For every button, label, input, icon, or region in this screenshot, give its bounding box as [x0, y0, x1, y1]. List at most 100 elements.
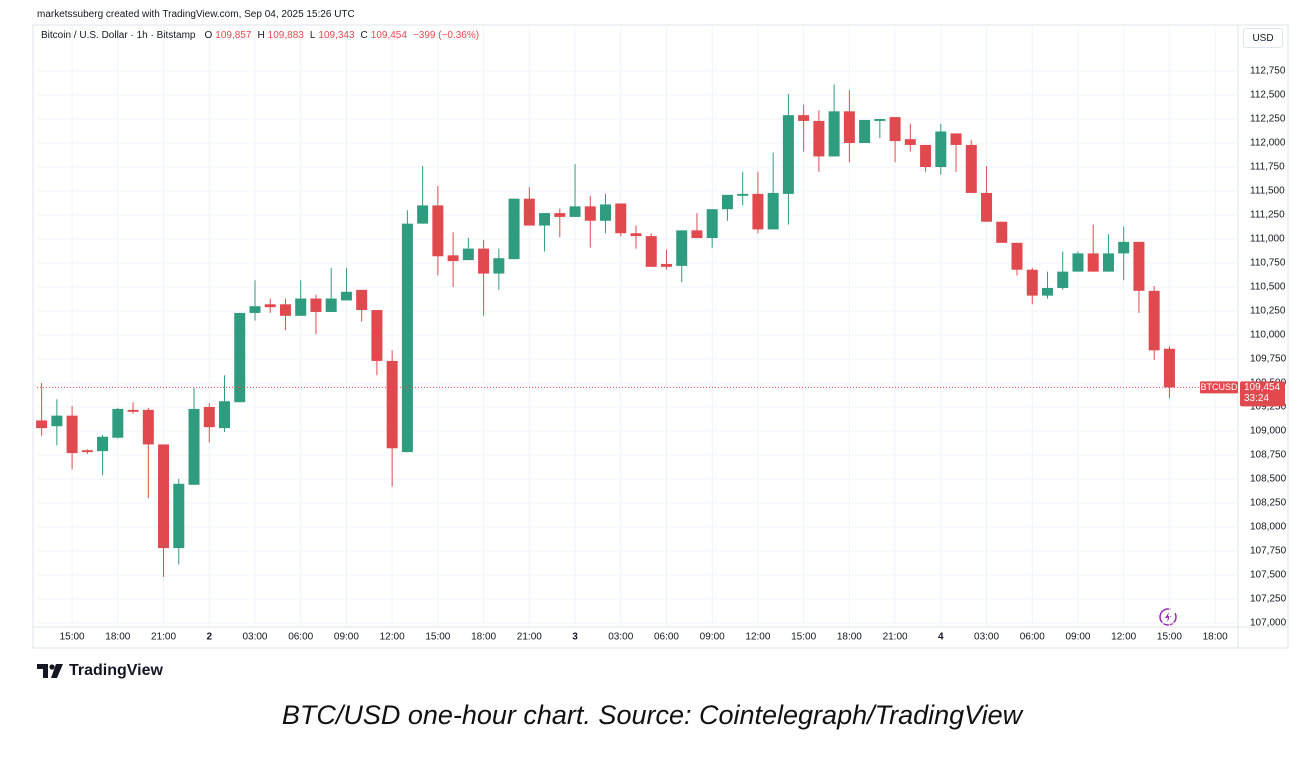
x-tick-label: 06:00	[1020, 632, 1045, 643]
candle-body	[188, 408, 200, 485]
candle-body	[325, 298, 337, 312]
candles	[36, 84, 1175, 577]
y-tick-label: 107,500	[1250, 570, 1287, 581]
candle-body	[965, 144, 977, 193]
x-tick-label: 03:00	[974, 632, 999, 643]
candle-body	[264, 304, 276, 308]
candle-body	[310, 298, 322, 312]
x-tick-label: 09:00	[1065, 632, 1090, 643]
x-tick-label: 21:00	[517, 632, 542, 643]
candle-body	[417, 205, 429, 224]
x-tick-label: 18:00	[471, 632, 496, 643]
candle-body	[508, 198, 520, 260]
chart-frame	[32, 24, 1289, 649]
candle-body	[386, 360, 398, 449]
y-tick-label: 108,250	[1250, 498, 1287, 509]
y-tick-label: 110,000	[1250, 330, 1286, 341]
lightning-icon	[1159, 608, 1177, 626]
x-tick-label: 21:00	[883, 632, 908, 643]
candle-body	[1087, 253, 1099, 272]
candle-body	[630, 233, 642, 237]
candle-body	[401, 223, 413, 453]
logo: TradingView	[37, 662, 163, 680]
candle-body	[721, 194, 733, 210]
legend-label: L	[309, 30, 316, 41]
candle-body	[142, 409, 154, 445]
x-tick-label: 09:00	[700, 632, 725, 643]
countdown-text: 33:24	[1244, 393, 1269, 404]
candle-body	[569, 206, 581, 217]
caption: BTC/USD one-hour chart. Source: Cointele…	[281, 700, 1023, 730]
x-tick-label: 03:00	[608, 632, 633, 643]
x-tick-label: 12:00	[380, 632, 405, 643]
candle-body	[767, 192, 779, 230]
price-tag-text: 109,454	[1244, 382, 1281, 393]
candle-body	[97, 436, 109, 452]
legend-title: Bitcoin / U.S. Dollar · 1h · Bitstamp	[41, 30, 196, 41]
x-tick-label: 15:00	[425, 632, 450, 643]
legend-value: 109,454	[370, 30, 407, 41]
credit: marketssuberg created with TradingView.c…	[37, 9, 355, 20]
legend-value: 109,343	[318, 30, 355, 41]
candle-body	[1057, 271, 1069, 288]
candle-body	[1011, 242, 1023, 270]
legend-label: O	[204, 30, 213, 41]
candle-body	[279, 304, 291, 316]
candle-body	[127, 409, 139, 412]
candle-body	[889, 117, 901, 142]
price-tag	[1240, 381, 1285, 407]
candle-body	[493, 258, 505, 274]
candle-body	[828, 111, 840, 157]
candle-body	[996, 221, 1008, 243]
candle-body	[66, 415, 78, 454]
legend-value: 109,857	[215, 30, 252, 41]
candle-body	[874, 119, 886, 121]
candle-body	[584, 206, 596, 221]
ohlc-legend: Bitcoin / U.S. Dollar · 1h · Bitstamp O 10…	[41, 30, 479, 41]
candle-body	[173, 483, 185, 549]
x-tick-label: 15:00	[1157, 632, 1182, 643]
y-tick-label: 109,000	[1250, 426, 1287, 437]
x-tick-label: 06:00	[288, 632, 313, 643]
candle-body	[691, 230, 703, 239]
y-tick-label: 110,500	[1250, 282, 1286, 293]
legend-label: C	[360, 30, 368, 41]
candle-body	[1148, 290, 1160, 351]
x-tick-label: 2	[206, 632, 212, 643]
candle-body	[340, 291, 352, 301]
candle-body	[1163, 348, 1175, 388]
candle-body	[203, 407, 215, 428]
x-tick-label: 18:00	[105, 632, 130, 643]
candle-body	[51, 415, 63, 427]
x-tick-label: 18:00	[837, 632, 862, 643]
candle-body	[371, 310, 383, 361]
y-tick-label: 112,250	[1250, 114, 1286, 125]
candle-body	[1102, 253, 1114, 272]
candle-body	[813, 120, 825, 157]
legend-label: H	[257, 30, 265, 41]
candle-body	[615, 203, 627, 234]
y-tick-label: 112,750	[1250, 66, 1286, 77]
y-tick-label: 108,500	[1250, 474, 1287, 485]
legend-value: 109,883	[267, 30, 304, 41]
y-tick-label: 107,000	[1250, 618, 1287, 629]
candle-body	[249, 306, 261, 313]
candle-body	[447, 255, 459, 262]
currency-button[interactable]: USD	[1243, 28, 1283, 48]
candle-body	[1118, 241, 1130, 254]
candle-body	[782, 115, 794, 194]
symbol-tag	[1200, 381, 1238, 394]
x-tick-label: 09:00	[334, 632, 359, 643]
candle-body	[600, 204, 612, 221]
candle-body	[1133, 241, 1145, 291]
candle-body	[356, 289, 368, 311]
x-tick-label: 15:00	[791, 632, 816, 643]
legend-change: −399 (−0.36%)	[412, 30, 480, 41]
candle-body	[554, 213, 566, 217]
candle-body	[752, 193, 764, 230]
candle-body	[112, 408, 124, 438]
candle-body	[950, 133, 962, 145]
candle-body	[1072, 253, 1084, 272]
